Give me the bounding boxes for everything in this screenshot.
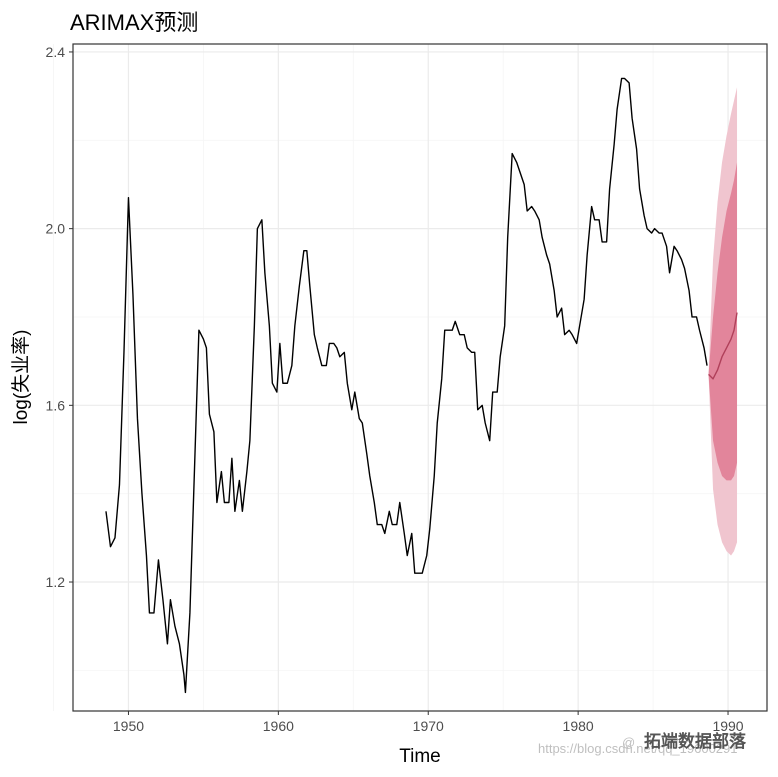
y-tick-label: 2.4 bbox=[46, 44, 66, 60]
plot-panel bbox=[53, 43, 768, 712]
panel-border bbox=[72, 43, 768, 712]
x-tick-label: 1990 bbox=[712, 718, 743, 734]
forecast-band-80 bbox=[708, 162, 738, 481]
series-lines bbox=[105, 77, 738, 694]
x-axis-title: Time bbox=[399, 746, 441, 767]
watermark-at-icon: @ bbox=[622, 735, 635, 750]
y-axis: 1.2 1.6 2.0 2.4 bbox=[46, 44, 73, 590]
observed-line bbox=[105, 77, 708, 694]
y-tick-label: 1.6 bbox=[46, 397, 66, 413]
x-tick-label: 1960 bbox=[263, 718, 294, 734]
y-tick-label: 2.0 bbox=[46, 221, 66, 237]
x-axis: 1950 1960 1970 1980 1990 bbox=[113, 711, 744, 734]
forecast-bands bbox=[708, 87, 738, 556]
forecast-line bbox=[708, 312, 738, 380]
x-tick-label: 1950 bbox=[113, 718, 144, 734]
y-tick-label: 1.2 bbox=[46, 574, 66, 590]
chart-title: ARIMAX预测 bbox=[70, 10, 198, 35]
y-axis-title: log(失业率) bbox=[10, 329, 32, 424]
x-tick-label: 1980 bbox=[563, 718, 594, 734]
watermark-url: https://blog.csdn.net/qq_19600291 bbox=[538, 741, 738, 756]
x-tick-label: 1970 bbox=[413, 718, 444, 734]
grid-minor bbox=[53, 44, 767, 711]
panel-background bbox=[73, 44, 767, 711]
watermark-brand: 拓端数据部落 bbox=[644, 731, 747, 751]
